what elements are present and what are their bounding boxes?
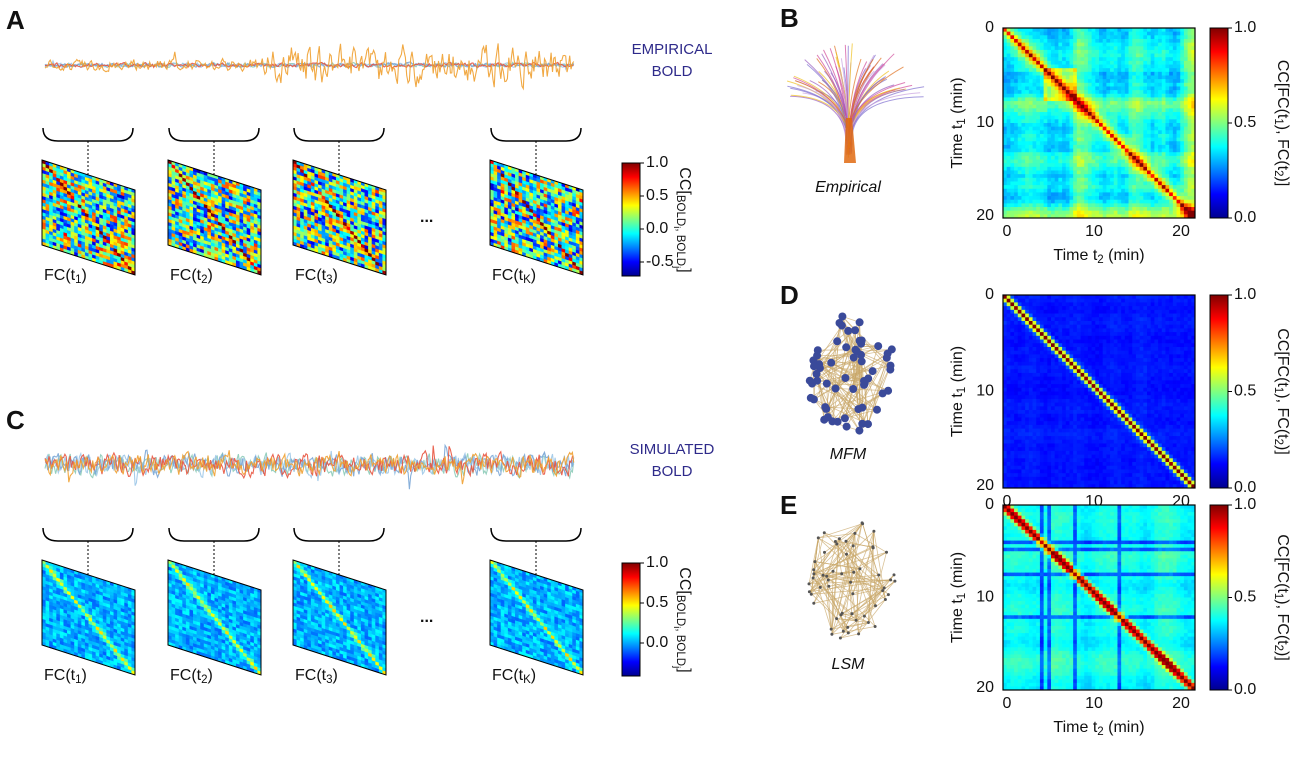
window-label-part: ) [208, 267, 213, 284]
colorbar-tick-label: 0.0 [646, 220, 668, 237]
window-label-part: FC(t [170, 667, 202, 684]
colorbar-label-part: ] [676, 268, 693, 272]
window-bracket [491, 128, 581, 141]
window-label: FC(t2) [170, 667, 213, 686]
colorbar-tick-label: 0.5 [646, 187, 668, 204]
window-label-part: FC(t [295, 667, 327, 684]
window-bracket [43, 528, 133, 541]
window-bracket [294, 128, 384, 141]
heatmap [168, 160, 261, 275]
window-label-part: ) [333, 667, 338, 684]
window-label: FC(t2) [170, 267, 213, 286]
window-bracket [294, 528, 384, 541]
colorbar-label-part: CC[ [676, 167, 693, 195]
window-label-part: FC(t [492, 267, 524, 284]
colorbar [622, 163, 640, 276]
window-bracket [169, 128, 259, 141]
window-label-part: ) [208, 667, 213, 684]
window-bracket [491, 528, 581, 541]
window-bracket [43, 128, 133, 141]
panel-letter: C [6, 405, 25, 435]
window-label: FC(t1) [44, 667, 87, 686]
window-label: FC(t3) [295, 267, 338, 286]
signal-label: BOLD [652, 63, 693, 80]
window-label-part: ) [531, 267, 536, 284]
window-label-part: FC(t [295, 267, 327, 284]
heatmap [490, 560, 583, 675]
heatmap [293, 160, 386, 275]
window-label-part: FC(t [44, 267, 76, 284]
heatmap [490, 160, 583, 275]
window-label-part: FC(t [44, 667, 76, 684]
heatmap [168, 560, 261, 675]
window-label-part: ) [82, 667, 87, 684]
heatmap [293, 560, 386, 675]
ellipsis: ... [420, 209, 433, 226]
colorbar-label-part: BOLD [674, 195, 686, 226]
colorbar-tick-label: -0.5 [646, 253, 674, 270]
window-label-part: ) [82, 267, 87, 284]
heatmap [42, 160, 135, 275]
window-label: FC(tK) [492, 267, 536, 286]
signal-label: BOLD [652, 463, 693, 480]
colorbar-label-part: , BOLD [674, 228, 686, 266]
colorbar-label: CC[BOLDi, BOLDj] [671, 167, 692, 272]
heatmap [42, 560, 135, 675]
panel-letter: A [6, 5, 25, 35]
window-label-part: FC(t [170, 267, 202, 284]
window-label: FC(t1) [44, 267, 87, 286]
window-bracket [169, 528, 259, 541]
window-label-part: ) [333, 267, 338, 284]
signal-label: SIMULATED [630, 441, 715, 458]
signal-label: EMPIRICAL [632, 41, 713, 58]
window-label: FC(t3) [295, 667, 338, 686]
colorbar-tick-label: 1.0 [646, 154, 668, 171]
